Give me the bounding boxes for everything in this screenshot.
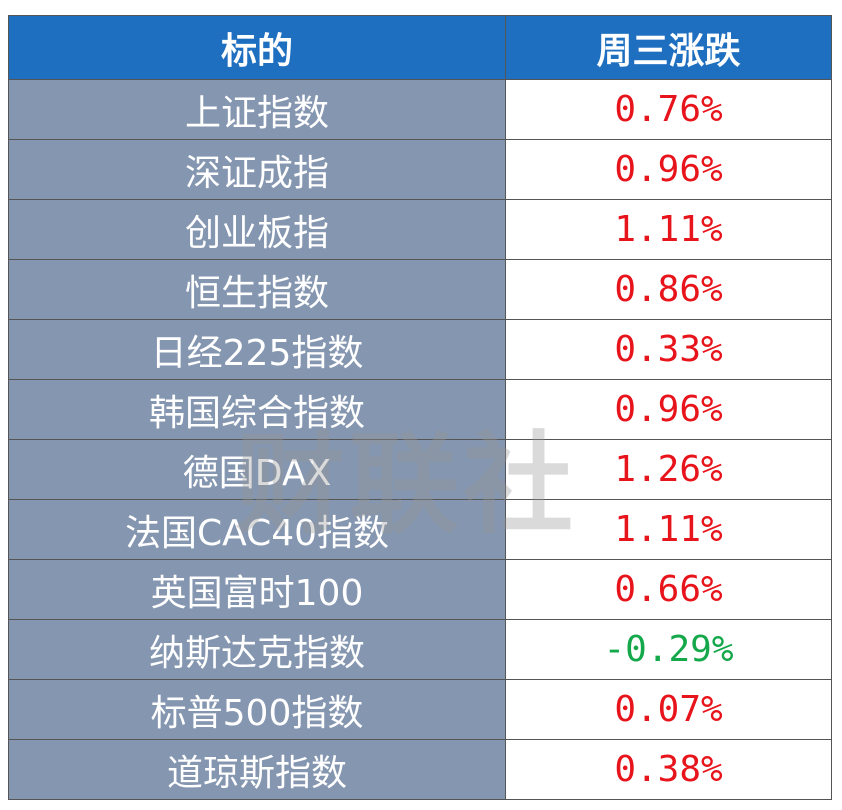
index-name: 上证指数 (8, 79, 506, 140)
table-row: 恒生指数 0.86% (8, 259, 832, 320)
table-row: 日经225指数 0.33% (8, 319, 832, 380)
data-table: 标的 周三涨跌 上证指数 0.76% 深证成指 0.96% 创业板指 1.11% 恒生指数 0… (8, 15, 832, 800)
index-name: 日经225指数 (8, 319, 506, 380)
table-row: 上证指数 0.76% (8, 79, 832, 140)
index-name: 创业板指 (8, 199, 506, 260)
index-name: 道琼斯指数 (8, 739, 506, 800)
change-value: 0.38% (505, 739, 832, 800)
change-value: -0.29% (505, 619, 832, 680)
table-row: 韩国综合指数 0.96% (8, 379, 832, 440)
change-value: 1.26% (505, 439, 832, 500)
change-value: 0.76% (505, 79, 832, 140)
change-value: 1.11% (505, 499, 832, 560)
index-name: 纳斯达克指数 (8, 619, 506, 680)
change-value: 0.96% (505, 379, 832, 440)
table-row: 创业板指 1.11% (8, 199, 832, 260)
index-name: 深证成指 (8, 139, 506, 200)
table-row: 法国CAC40指数 1.11% (8, 499, 832, 560)
index-name: 德国DAX (8, 439, 506, 500)
index-name: 法国CAC40指数 (8, 499, 506, 560)
table-row: 标普500指数 0.07% (8, 679, 832, 740)
header-cell: 标的 (8, 15, 506, 80)
change-value: 1.11% (505, 199, 832, 260)
change-value: 0.66% (505, 559, 832, 620)
table-body: 上证指数 0.76% 深证成指 0.96% 创业板指 1.11% 恒生指数 0.86% 日经22… (8, 79, 832, 800)
index-name: 英国富时100 (8, 559, 506, 620)
change-value: 0.07% (505, 679, 832, 740)
table-row: 道琼斯指数 0.38% (8, 739, 832, 800)
table-row: 英国富时100 0.66% (8, 559, 832, 620)
index-name: 标普500指数 (8, 679, 506, 740)
index-name: 韩国综合指数 (8, 379, 506, 440)
table-row: 德国DAX 1.26% (8, 439, 832, 500)
table-row: 纳斯达克指数 -0.29% (8, 619, 832, 680)
header-row: 标的 周三涨跌 (8, 15, 832, 80)
header-cell: 周三涨跌 (505, 15, 832, 80)
change-value: 0.33% (505, 319, 832, 380)
table-row: 深证成指 0.96% (8, 139, 832, 200)
change-value: 0.86% (505, 259, 832, 320)
change-value: 0.96% (505, 139, 832, 200)
index-name: 恒生指数 (8, 259, 506, 320)
